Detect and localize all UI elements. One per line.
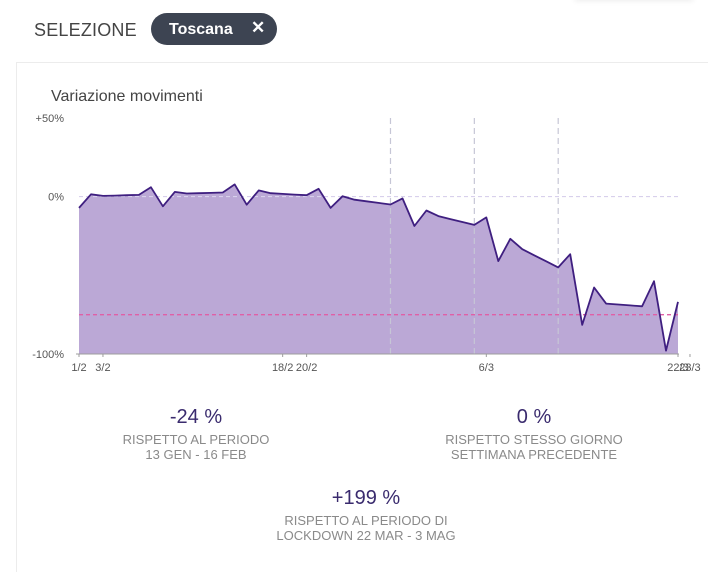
selection-divider: [16, 62, 708, 63]
y-tick-label: +50%: [36, 113, 65, 125]
stat-value: 0 %: [516, 406, 552, 428]
stat-desc-line: LOCKDOWN 22 MAR - 3 MAG: [276, 528, 456, 543]
y-tick-label: -100%: [32, 349, 64, 361]
x-tick-label: 1/2: [71, 362, 86, 374]
series-line: [78, 183, 679, 352]
stat-desc-line: SETTIMANA PRECEDENTE: [450, 447, 618, 462]
x-tick-label: 20/2: [296, 362, 317, 374]
x-tick-label: 6/3: [479, 362, 494, 374]
chart-title: Variazione movimenti: [51, 88, 203, 105]
y-tick-label: 0%: [48, 192, 64, 204]
stat-week-over-week: 0 % RISPETTO STESSO GIORNO SETTIMANA PRE…: [424, 406, 644, 462]
region-chip-label: Toscana: [169, 21, 233, 38]
movement-chart: +50%0%-100%1/218/26/323/39/426/415/51/61…: [32, 113, 700, 374]
close-icon[interactable]: ✕: [251, 18, 266, 37]
selection-label: SELEZIONE: [34, 20, 137, 40]
x-tick-label: 23/3: [679, 362, 700, 374]
stat-value: +199 %: [331, 487, 401, 509]
region-chip[interactable]: Toscana ✕: [151, 13, 277, 45]
stat-desc-line: RISPETTO AL PERIODO: [122, 432, 270, 447]
stat-value: -24 %: [169, 406, 223, 428]
stat-baseline: -24 % RISPETTO AL PERIODO 13 GEN - 16 FE…: [96, 406, 296, 462]
stat-desc-line: 13 GEN - 16 FEB: [145, 447, 247, 462]
x-tick-label: 18/2: [272, 362, 293, 374]
x-tick-label: 3/2: [95, 362, 110, 374]
series-area: [79, 184, 678, 354]
stat-desc-line: RISPETTO STESSO GIORNO: [445, 432, 623, 447]
stat-lockdown: +199 % RISPETTO AL PERIODO DI LOCKDOWN 2…: [246, 487, 486, 543]
stat-desc-line: RISPETTO AL PERIODO DI: [284, 513, 448, 528]
x-tick-label: 22/3: [667, 362, 688, 374]
selection-bar: SELEZIONE Toscana ✕: [0, 0, 708, 63]
panel-border: [16, 62, 17, 572]
